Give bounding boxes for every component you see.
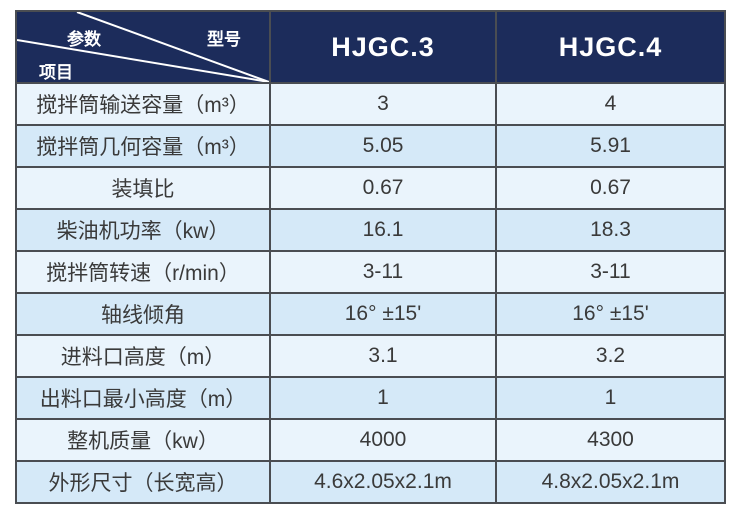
header-row: 参数 型号 项目 HJGC.3 HJGC.4	[15, 10, 726, 84]
value-hjgc4: 0.67	[495, 166, 726, 210]
value-hjgc3: 3-11	[269, 250, 497, 294]
row-label: 搅拌筒几何容量（m³）	[15, 124, 271, 168]
value-hjgc4: 3-11	[495, 250, 726, 294]
row-label: 整机质量（kw）	[15, 418, 271, 462]
model-header-hjgc4: HJGC.4	[495, 10, 726, 84]
row-label: 轴线倾角	[15, 292, 271, 336]
table-row: 搅拌筒几何容量（m³） 5.05 5.91	[15, 124, 726, 168]
value-hjgc4: 4	[495, 82, 726, 126]
table-row: 整机质量（kw） 4000 4300	[15, 418, 726, 462]
corner-label-params: 参数	[67, 30, 101, 49]
value-hjgc3: 16.1	[269, 208, 497, 252]
value-hjgc3: 4000	[269, 418, 497, 462]
table-row: 轴线倾角 16° ±15' 16° ±15'	[15, 292, 726, 336]
value-hjgc3: 3	[269, 82, 497, 126]
value-hjgc4: 1	[495, 376, 726, 420]
diagonal-lines	[17, 12, 269, 82]
row-label: 进料口高度（m）	[15, 334, 271, 378]
value-hjgc3: 3.1	[269, 334, 497, 378]
value-hjgc4: 3.2	[495, 334, 726, 378]
value-hjgc4: 16° ±15'	[495, 292, 726, 336]
value-hjgc3: 0.67	[269, 166, 497, 210]
table-row: 柴油机功率（kw） 16.1 18.3	[15, 208, 726, 252]
table-row: 外形尺寸（长宽高） 4.6x2.05x2.1m 4.8x2.05x2.1m	[15, 460, 726, 504]
table-row: 装填比 0.67 0.67	[15, 166, 726, 210]
value-hjgc3: 5.05	[269, 124, 497, 168]
model-header-hjgc3: HJGC.3	[269, 10, 497, 84]
row-label: 搅拌筒转速（r/min）	[15, 250, 271, 294]
value-hjgc4: 4.8x2.05x2.1m	[495, 460, 726, 504]
table-row: 出料口最小高度（m） 1 1	[15, 376, 726, 420]
corner-label-model: 型号	[207, 30, 241, 49]
row-label: 装填比	[15, 166, 271, 210]
corner-header-cell: 参数 型号 项目	[15, 10, 271, 84]
value-hjgc3: 1	[269, 376, 497, 420]
value-hjgc4: 18.3	[495, 208, 726, 252]
row-label: 柴油机功率（kw）	[15, 208, 271, 252]
table-row: 搅拌筒输送容量（m³） 3 4	[15, 82, 726, 126]
row-label: 出料口最小高度（m）	[15, 376, 271, 420]
spec-table: 参数 型号 项目 HJGC.3 HJGC.4 搅拌筒输送容量（m³） 3 4 搅拌筒几…	[15, 10, 726, 504]
row-label: 外形尺寸（长宽高）	[15, 460, 271, 504]
row-label: 搅拌筒输送容量（m³）	[15, 82, 271, 126]
table-row: 搅拌筒转速（r/min） 3-11 3-11	[15, 250, 726, 294]
corner-label-item: 项目	[39, 63, 73, 82]
table-row: 进料口高度（m） 3.1 3.2	[15, 334, 726, 378]
value-hjgc3: 4.6x2.05x2.1m	[269, 460, 497, 504]
value-hjgc4: 4300	[495, 418, 726, 462]
value-hjgc3: 16° ±15'	[269, 292, 497, 336]
value-hjgc4: 5.91	[495, 124, 726, 168]
